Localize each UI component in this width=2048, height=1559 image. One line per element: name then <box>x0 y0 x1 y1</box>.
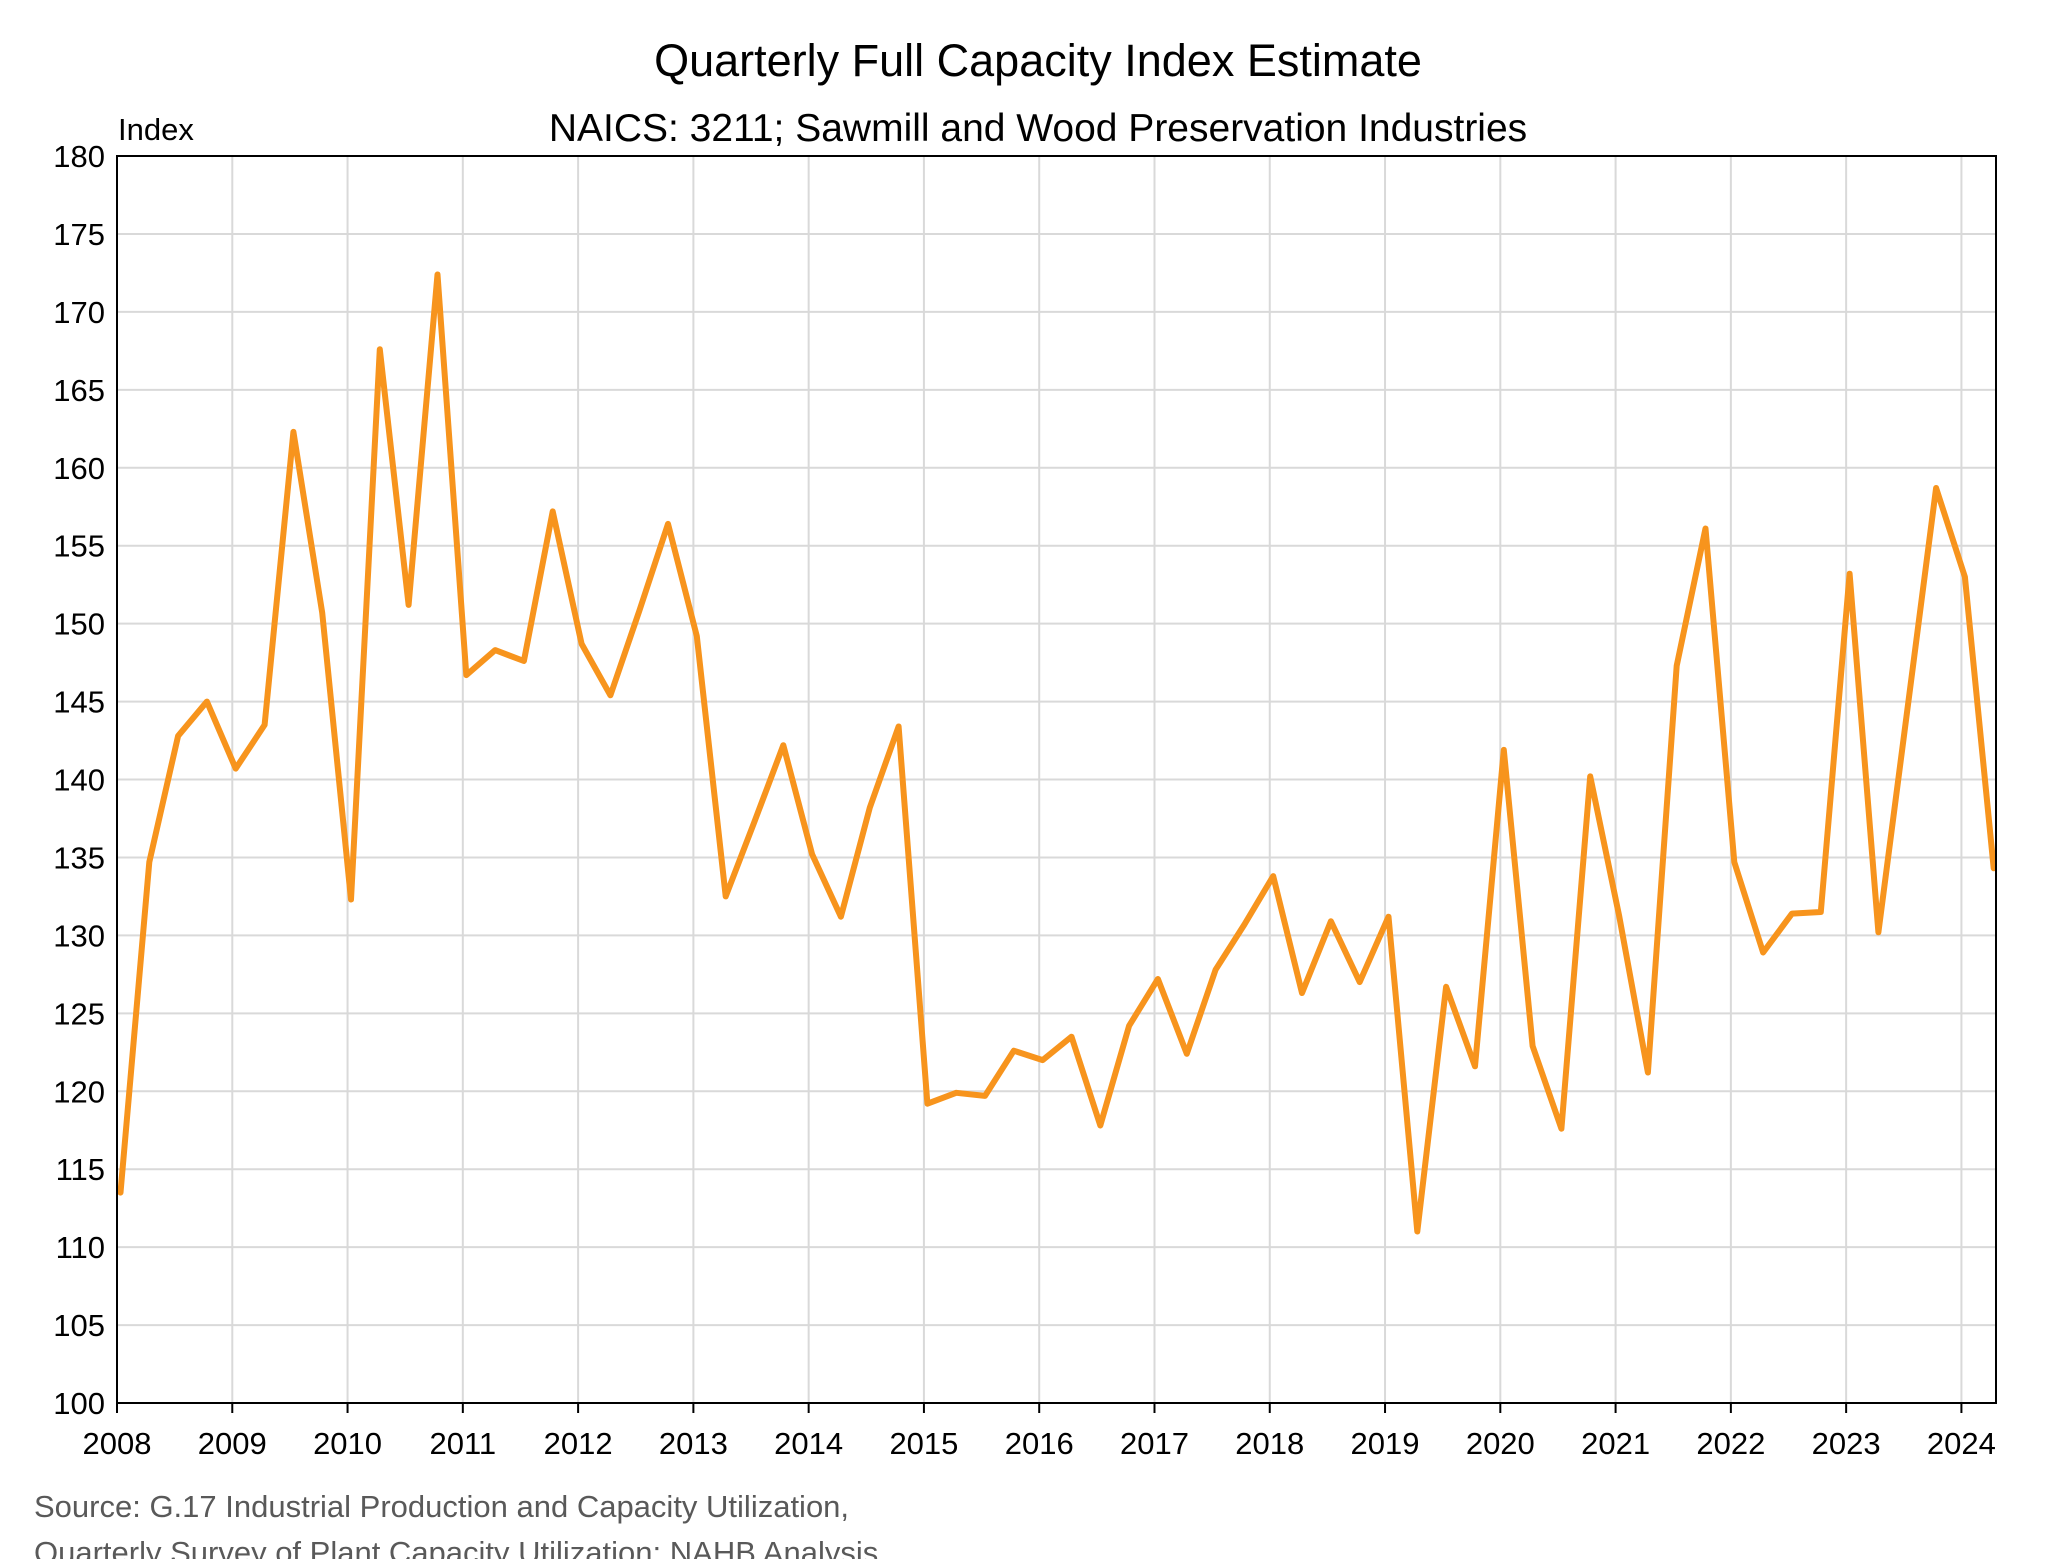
y-tick-label: 125 <box>53 996 105 1031</box>
x-tick-label: 2016 <box>1005 1426 1074 1461</box>
y-tick-label: 165 <box>53 373 105 408</box>
y-tick-label: 170 <box>53 295 105 330</box>
x-tick-label: 2014 <box>774 1426 843 1461</box>
x-tick-label: 2011 <box>429 1426 496 1461</box>
x-tick-label: 2022 <box>1696 1426 1765 1461</box>
y-axis-ticks: 100 105 110 115 120 125 130 135 140 145 150 155 160 1… <box>53 139 105 1421</box>
y-tick-label: 145 <box>53 685 105 720</box>
source-note-line-1: Source: G.17 Industrial Production and C… <box>34 1489 849 1524</box>
y-tick-label: 150 <box>53 607 105 642</box>
plot-area-frame <box>116 155 1997 1404</box>
y-tick-label: 100 <box>53 1386 105 1421</box>
x-tick-label: 2009 <box>198 1426 267 1461</box>
y-tick-label: 130 <box>53 918 105 953</box>
x-tick-label: 2010 <box>313 1426 382 1461</box>
x-tick-label: 2015 <box>889 1426 958 1461</box>
y-tick-label: 140 <box>53 763 105 798</box>
y-tick-label: 105 <box>53 1308 105 1343</box>
y-tick-label: 155 <box>53 529 105 564</box>
series-layer <box>117 271 1997 1235</box>
x-tick-label: 2008 <box>83 1426 152 1461</box>
x-tick-label: 2020 <box>1466 1426 1535 1461</box>
y-tick-label: 175 <box>53 217 105 252</box>
gridlines <box>116 155 1996 1404</box>
y-tick-label: 180 <box>53 139 105 174</box>
source-note-line-2: Quarterly Survey of Plant Capacity Utili… <box>34 1535 878 1559</box>
x-tick-label: 2019 <box>1351 1426 1420 1461</box>
y-tick-label: 110 <box>56 1230 105 1265</box>
x-tick-label: 2023 <box>1812 1426 1881 1461</box>
y-tick-label: 115 <box>56 1152 105 1187</box>
x-tick-label: 2021 <box>1581 1426 1650 1461</box>
x-tick-label: 2018 <box>1235 1426 1304 1461</box>
chart-title: Quarterly Full Capacity Index Estimate <box>654 35 1422 86</box>
series-line <box>117 271 1997 1235</box>
x-tick-label: 2017 <box>1120 1426 1189 1461</box>
x-tick-label: 2012 <box>544 1426 613 1461</box>
chart-subtitle: NAICS: 3211; Sawmill and Wood Preservati… <box>549 107 1527 150</box>
x-tick-label: 2013 <box>659 1426 728 1461</box>
x-axis-ticks: 2008 2009 2010 2011 2012 2013 2014 2015 2016 2017… <box>83 1403 1996 1461</box>
x-tick-label: 2024 <box>1927 1426 1996 1461</box>
y-tick-label: 160 <box>53 451 105 486</box>
y-tick-label: 120 <box>53 1074 105 1109</box>
y-tick-label: 135 <box>53 840 105 875</box>
y-axis-label: Index <box>118 112 194 147</box>
